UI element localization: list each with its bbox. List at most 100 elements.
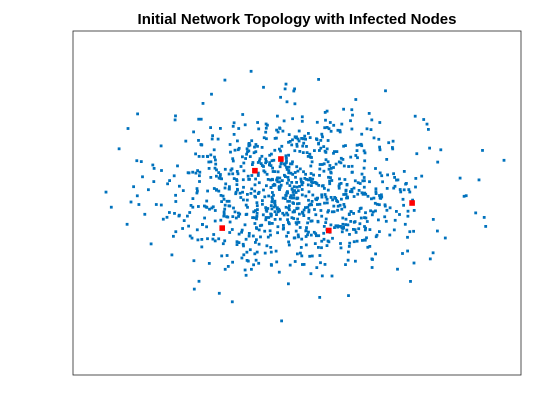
susceptible-node (351, 128, 354, 131)
susceptible-node (197, 118, 200, 121)
susceptible-node (318, 174, 321, 177)
susceptible-node (348, 245, 351, 248)
susceptible-node (126, 223, 129, 226)
susceptible-node (197, 139, 200, 142)
susceptible-node (282, 224, 285, 227)
susceptible-node (396, 268, 399, 271)
susceptible-node (263, 230, 266, 233)
susceptible-node (305, 244, 308, 247)
susceptible-node (370, 128, 373, 131)
susceptible-node (305, 235, 308, 238)
susceptible-node (386, 174, 389, 177)
susceptible-node (236, 183, 239, 186)
infected-node (219, 225, 225, 231)
susceptible-node (301, 115, 304, 118)
susceptible-node (378, 121, 381, 124)
susceptible-node (326, 202, 329, 205)
susceptible-node (356, 149, 359, 152)
susceptible-node (254, 209, 257, 212)
susceptible-node (160, 169, 163, 172)
susceptible-node (173, 174, 176, 177)
susceptible-node (459, 177, 462, 180)
susceptible-node (326, 110, 329, 113)
susceptible-node (414, 177, 417, 180)
infected-node (278, 156, 284, 162)
susceptible-node (368, 112, 371, 115)
susceptible-node (294, 102, 297, 105)
susceptible-node (379, 197, 382, 200)
susceptible-node (331, 199, 334, 202)
susceptible-node (253, 190, 256, 193)
susceptible-node (406, 250, 409, 253)
susceptible-node (274, 218, 277, 221)
susceptible-node (406, 236, 409, 239)
susceptible-node (251, 163, 254, 166)
susceptible-node (240, 165, 243, 168)
susceptible-node (224, 187, 227, 190)
susceptible-node (264, 131, 267, 134)
susceptible-node (264, 206, 267, 209)
susceptible-node (283, 174, 286, 177)
susceptible-node (301, 145, 304, 148)
susceptible-node (288, 200, 291, 203)
susceptible-node (332, 124, 335, 127)
susceptible-node (288, 133, 291, 136)
susceptible-node (350, 210, 353, 213)
susceptible-node (426, 123, 429, 126)
susceptible-node (225, 215, 228, 218)
susceptible-node (269, 179, 272, 182)
susceptible-node (307, 184, 310, 187)
susceptible-node (247, 142, 250, 145)
susceptible-node (422, 118, 425, 121)
infected-node (409, 200, 415, 206)
susceptible-node (233, 133, 236, 136)
susceptible-node (310, 172, 313, 175)
susceptible-node (304, 138, 307, 141)
susceptible-node (196, 187, 199, 190)
susceptible-node (344, 178, 347, 181)
susceptible-node (136, 113, 139, 116)
susceptible-node (333, 210, 336, 213)
susceptible-node (105, 191, 108, 194)
susceptible-node (205, 200, 208, 203)
susceptible-node (250, 139, 253, 142)
susceptible-node (232, 160, 235, 163)
susceptible-node (279, 165, 282, 168)
susceptible-node (262, 86, 265, 89)
susceptible-node (305, 145, 308, 148)
susceptible-node (321, 163, 324, 166)
susceptible-node (305, 226, 308, 229)
susceptible-node (289, 140, 292, 143)
susceptible-node (317, 234, 320, 237)
susceptible-node (284, 194, 287, 197)
susceptible-node (314, 198, 317, 201)
susceptible-node (246, 251, 249, 254)
susceptible-node (375, 192, 378, 195)
susceptible-node (110, 206, 113, 209)
susceptible-node (322, 232, 325, 235)
susceptible-node (413, 262, 416, 265)
susceptible-node (273, 149, 276, 152)
susceptible-node (384, 89, 387, 92)
susceptible-node (386, 187, 389, 190)
susceptible-node (302, 170, 305, 173)
susceptible-node (332, 205, 335, 208)
susceptible-node (351, 114, 354, 117)
susceptible-node (287, 171, 290, 174)
susceptible-node (345, 189, 348, 192)
susceptible-node (190, 204, 193, 207)
susceptible-node (298, 130, 301, 133)
susceptible-node (293, 197, 296, 200)
susceptible-node (257, 262, 260, 265)
susceptible-node (264, 158, 267, 161)
susceptible-node (380, 174, 383, 177)
susceptible-node (301, 120, 304, 123)
susceptible-node (290, 181, 293, 184)
susceptible-node (160, 145, 163, 148)
susceptible-node (191, 171, 194, 174)
susceptible-node (246, 193, 249, 196)
susceptible-node (412, 230, 415, 233)
susceptible-node (209, 154, 212, 157)
susceptible-node (200, 118, 203, 121)
susceptible-node (257, 174, 260, 177)
